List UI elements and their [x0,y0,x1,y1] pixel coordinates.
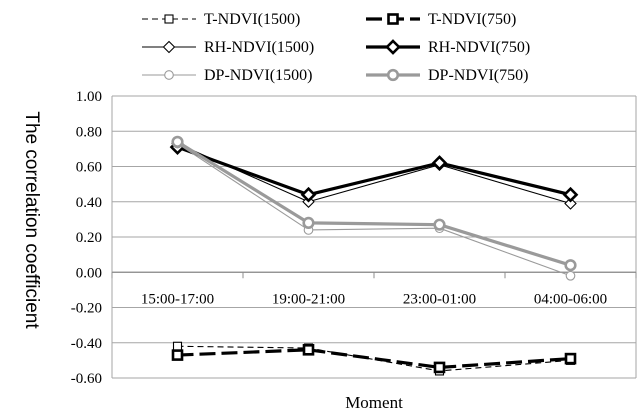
y-axis-ticks: 1.00 0.80 0.60 0.40 0.20 0.00 -0.20 -0.40 -0.60 [71,89,102,387]
data-point-t-ndvi-750 [302,343,315,356]
legend-marker [387,13,399,25]
legend-label: RH-NDVI(1500) [204,39,314,56]
series-rh-ndvi-1500 [171,137,577,210]
series-line-dp-ndvi-1500 [177,143,571,277]
legend-item-dp-ndvi-1500: DP-NDVI(1500) [142,67,312,84]
x-axis-ticks: 15:00-17:00 19:00-21:00 23:00-01:00 04:00-0… [141,291,607,307]
data-point-rh-ndvi-750 [562,186,579,203]
data-point-rh-ndvi-750 [431,155,448,171]
legend: T-NDVI(1500) T-NDVI(750) RH-NDVI(1500) RH-N… [142,11,530,84]
data-point-rh-ndvi-1500 [564,197,577,210]
y-tick-label: 0.80 [76,124,102,140]
legend-item-t-ndvi-750: T-NDVI(750) [366,11,516,28]
y-tick-label: 1.00 [76,89,102,105]
series-line-t-ndvi-1500 [177,345,571,372]
legend-marker [385,39,401,55]
legend-label: RH-NDVI(750) [428,39,530,56]
series-line-rh-ndvi-750 [176,145,571,197]
legend-label: T-NDVI(750) [428,11,516,28]
legend-label: DP-NDVI(1500) [204,67,312,84]
y-tick-label: 0.60 [76,160,102,176]
data-point-t-ndvi-750 [564,352,577,365]
x-tick-label: 19:00-21:00 [272,291,345,307]
data-point-t-ndvi-1500 [172,341,183,351]
legend-item-rh-ndvi-750: RH-NDVI(750) [366,39,530,56]
data-point-rh-ndvi-750 [300,186,317,203]
legend-marker [164,70,174,80]
y-axis-label: The correlation coefficient [21,111,42,329]
series-line-dp-ndvi-750 [176,140,571,267]
legend-label: T-NDVI(1500) [204,11,300,28]
x-tick-label: 15:00-17:00 [141,291,214,307]
series-dp-ndvi-750 [171,135,577,272]
legend-label: DP-NDVI(750) [428,67,528,84]
data-point-dp-ndvi-750 [302,216,315,229]
x-tick-label: 04:00-06:00 [534,291,607,307]
x-axis-label: Moment [345,393,403,412]
legend-item-rh-ndvi-1500: RH-NDVI(1500) [142,39,314,56]
y-tick-label: -0.60 [71,371,102,387]
series-dp-ndvi-1500 [172,138,576,281]
legend-marker [164,14,174,24]
legend-item-dp-ndvi-750: DP-NDVI(750) [366,67,528,84]
data-point-t-ndvi-750 [171,349,184,361]
series-t-ndvi-1500 [172,341,576,376]
series-line-t-ndvi-750 [177,348,571,370]
legend-item-t-ndvi-1500: T-NDVI(1500) [142,11,300,28]
data-point-dp-ndvi-1500 [565,270,576,281]
y-tick-label: -0.20 [71,301,102,317]
y-tick-label: 0.00 [76,265,102,281]
series-lines [169,135,579,376]
data-point-dp-ndvi-750 [564,259,577,272]
legend-marker [386,68,400,82]
y-tick-label: 0.40 [76,195,102,211]
gridlines [111,95,637,379]
y-tick-label: 0.20 [76,230,102,246]
x-tick-label: 23:00-01:00 [403,291,476,307]
data-point-dp-ndvi-750 [433,218,446,231]
series-line-rh-ndvi-1500 [177,143,571,205]
series-t-ndvi-750 [171,343,577,374]
data-point-dp-ndvi-750 [171,135,184,148]
legend-marker [162,40,176,54]
data-point-t-ndvi-750 [433,361,446,374]
series-rh-ndvi-750 [169,139,579,203]
y-tick-label: -0.40 [71,336,102,352]
